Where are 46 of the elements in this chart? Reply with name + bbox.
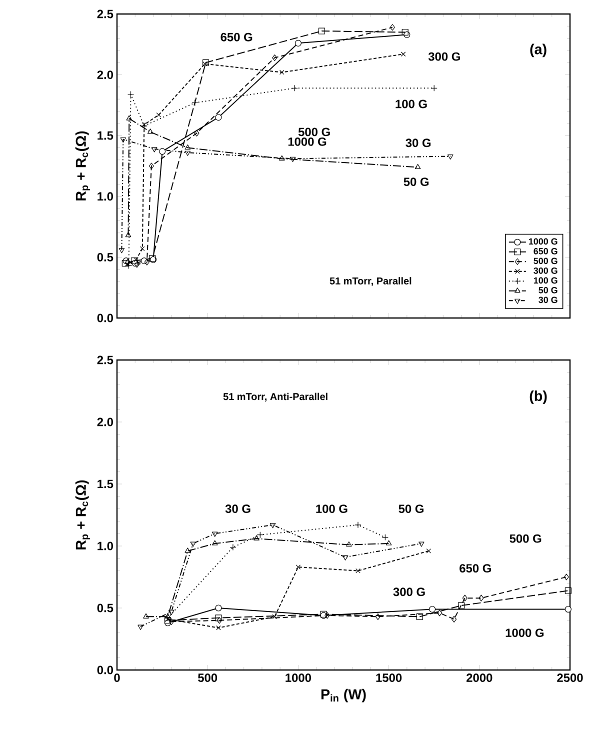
legend-label: 30 G bbox=[538, 296, 558, 304]
annotation: (b) bbox=[530, 390, 547, 404]
x-tick-label: 2000 bbox=[466, 674, 492, 682]
legend-label: 650 G bbox=[534, 248, 558, 254]
annotation: 500 G bbox=[298, 128, 330, 136]
annotation: 300 G bbox=[393, 588, 425, 596]
annotation: 30 G bbox=[225, 504, 250, 514]
y-axis-title: R$_{p}$ + R$_{c}$(Ω) bbox=[75, 131, 90, 200]
y-tick-label: 0.5 bbox=[97, 604, 114, 612]
x-tick-label: 1000 bbox=[286, 674, 312, 682]
y-tick-label: 1.0 bbox=[98, 192, 113, 201]
legend-label: 50 G bbox=[538, 286, 558, 294]
y-tick-label: 2.5 bbox=[97, 356, 114, 364]
y-tick-label: 2.0 bbox=[97, 418, 113, 426]
annotation: 650 G bbox=[460, 564, 491, 573]
y-tick-label: 1.0 bbox=[98, 542, 113, 550]
x-tick-label: 500 bbox=[198, 674, 218, 682]
y-tick-label: 1.5 bbox=[98, 131, 114, 140]
x-axis-title: P$_{in}$ (W) bbox=[321, 688, 366, 702]
legend-label: 300 G bbox=[534, 267, 558, 274]
x-tick-label: 0 bbox=[114, 674, 120, 682]
annotation: 300 G bbox=[428, 52, 460, 61]
y-tick-label: 0.0 bbox=[97, 666, 113, 674]
annotation: 51 mTorr, Parallel bbox=[330, 277, 412, 286]
annotation: (a) bbox=[530, 44, 546, 58]
annotation: 30 G bbox=[406, 138, 431, 148]
annotation: 1000 G bbox=[288, 137, 326, 146]
y-tick-label: 0.0 bbox=[97, 314, 113, 322]
y-tick-label: 2.5 bbox=[97, 10, 114, 18]
annotation: 50 G bbox=[398, 504, 424, 514]
legend-label: 100 G bbox=[534, 277, 558, 284]
annotation: 51 mTorr, Anti-Parallel bbox=[223, 392, 328, 402]
legend-label: 500 G bbox=[534, 258, 558, 264]
annotation: 50 G bbox=[404, 178, 429, 186]
annotation: 100 G bbox=[396, 100, 427, 108]
y-axis-title: R$_{p}$ + R$_{c}$(Ω) bbox=[75, 480, 90, 550]
x-tick-label: 2500 bbox=[557, 674, 583, 682]
y-tick-label: 0.5 bbox=[97, 252, 114, 262]
x-tick-label: 1500 bbox=[376, 674, 402, 682]
y-tick-label: 2.0 bbox=[97, 70, 113, 80]
annotation: 650 G bbox=[220, 32, 252, 42]
annotation: 500 G bbox=[510, 534, 542, 543]
legend-label: 1000 G bbox=[528, 238, 558, 245]
annotation: 1000 G bbox=[506, 628, 544, 638]
y-tick-label: 1.5 bbox=[98, 480, 114, 488]
annotation: 100 G bbox=[316, 504, 348, 514]
